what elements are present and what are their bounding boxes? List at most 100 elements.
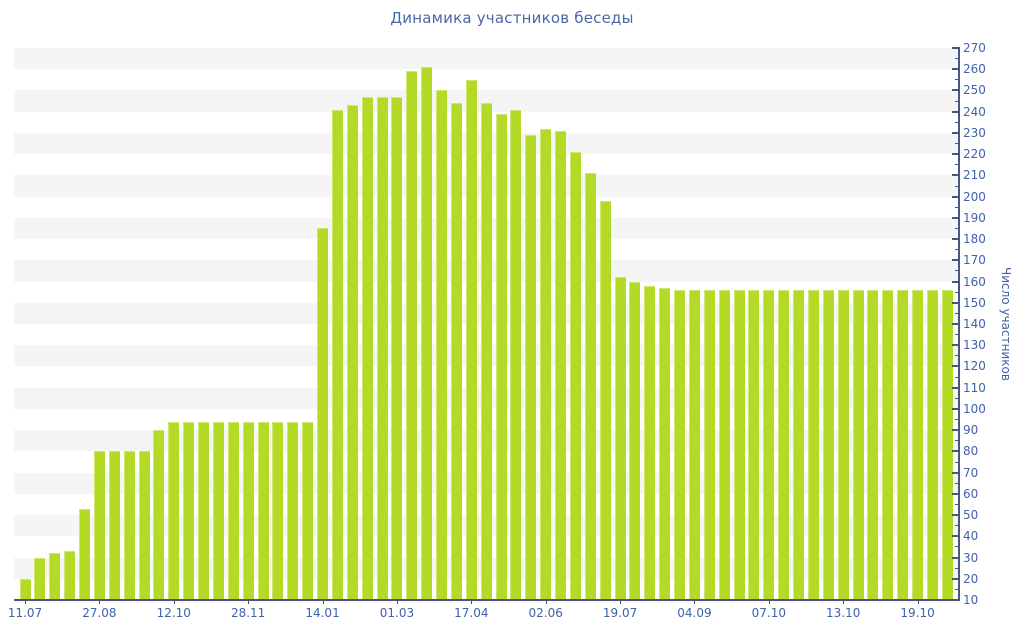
bar[interactable] bbox=[376, 96, 388, 600]
bar[interactable] bbox=[168, 421, 180, 600]
bar[interactable] bbox=[361, 96, 373, 600]
bar[interactable] bbox=[421, 67, 433, 600]
bar[interactable] bbox=[257, 421, 269, 600]
y-tick bbox=[952, 407, 958, 410]
y-tick bbox=[952, 301, 958, 304]
y-tick-label: 110 bbox=[963, 380, 986, 395]
y-tick-label: 270 bbox=[963, 41, 986, 55]
bar[interactable] bbox=[198, 421, 210, 600]
bar[interactable] bbox=[242, 421, 254, 600]
x-tick-label: 02.06 bbox=[528, 606, 563, 620]
bar[interactable] bbox=[674, 290, 686, 600]
y-tick-label: 130 bbox=[963, 338, 986, 353]
y-tick-label: 30 bbox=[963, 550, 979, 565]
y-tick-label: 100 bbox=[963, 401, 986, 416]
bar[interactable] bbox=[867, 290, 879, 600]
y-tick bbox=[952, 195, 958, 198]
bar[interactable] bbox=[599, 200, 611, 600]
x-tick-label: 04.09 bbox=[677, 606, 712, 620]
bar[interactable] bbox=[688, 290, 700, 600]
bar[interactable] bbox=[19, 578, 31, 600]
bar[interactable] bbox=[331, 109, 343, 600]
y-tick bbox=[952, 280, 958, 283]
bar[interactable] bbox=[183, 421, 195, 600]
y-tick-label: 190 bbox=[963, 210, 986, 225]
y-tick bbox=[952, 68, 958, 71]
bar[interactable] bbox=[807, 290, 819, 600]
bar[interactable] bbox=[480, 103, 492, 600]
y-tick bbox=[952, 323, 958, 325]
bar[interactable] bbox=[733, 290, 745, 600]
bar[interactable] bbox=[882, 290, 894, 600]
y-tick-label: 140 bbox=[963, 317, 986, 331]
y-tick bbox=[952, 599, 958, 601]
y-tick-label: 230 bbox=[963, 125, 986, 140]
y-tick bbox=[955, 121, 958, 123]
bar[interactable] bbox=[525, 135, 537, 600]
y-tick-label: 240 bbox=[963, 104, 986, 119]
x-tick-label: 07.10 bbox=[751, 606, 787, 620]
bar[interactable] bbox=[212, 421, 224, 600]
bar[interactable] bbox=[465, 79, 477, 600]
bar[interactable] bbox=[748, 290, 760, 600]
bar[interactable] bbox=[644, 285, 656, 600]
x-tick bbox=[173, 600, 175, 604]
x-tick-label: 13.10 bbox=[826, 606, 861, 620]
bar[interactable] bbox=[510, 109, 522, 600]
bar[interactable] bbox=[822, 290, 834, 600]
bar[interactable] bbox=[287, 421, 299, 600]
y-tick bbox=[955, 482, 958, 484]
bar[interactable] bbox=[926, 290, 938, 600]
bar[interactable] bbox=[406, 71, 418, 600]
bar[interactable] bbox=[584, 173, 596, 600]
bar[interactable] bbox=[718, 290, 730, 600]
bar[interactable] bbox=[703, 290, 715, 600]
bar[interactable] bbox=[153, 430, 165, 600]
bar[interactable] bbox=[837, 290, 849, 600]
y-tick-label: 20 bbox=[963, 571, 979, 586]
bar[interactable] bbox=[450, 103, 462, 600]
x-tick bbox=[917, 600, 919, 604]
bar[interactable] bbox=[793, 290, 805, 600]
bar[interactable] bbox=[941, 290, 953, 600]
bar[interactable] bbox=[540, 128, 552, 600]
bar[interactable] bbox=[79, 508, 90, 600]
bar[interactable] bbox=[778, 290, 790, 600]
bar[interactable] bbox=[569, 152, 581, 600]
bar[interactable] bbox=[272, 421, 284, 600]
bar[interactable] bbox=[227, 421, 239, 600]
bar[interactable] bbox=[912, 290, 924, 600]
y-tick bbox=[955, 461, 958, 463]
bar[interactable] bbox=[123, 451, 135, 600]
bar[interactable] bbox=[897, 290, 909, 600]
bar[interactable] bbox=[629, 281, 641, 600]
y-tick-label: 10 bbox=[963, 593, 979, 607]
bar[interactable] bbox=[108, 451, 120, 600]
y-tick-label: 160 bbox=[963, 274, 986, 289]
y-axis-line bbox=[958, 47, 960, 601]
bar[interactable] bbox=[555, 130, 567, 600]
bar[interactable] bbox=[436, 90, 448, 600]
y-tick-label: 40 bbox=[963, 529, 979, 544]
bar[interactable] bbox=[64, 551, 76, 600]
bar[interactable] bbox=[614, 277, 626, 600]
y-tick bbox=[952, 471, 958, 474]
bar[interactable] bbox=[138, 451, 150, 600]
bar[interactable] bbox=[34, 557, 46, 600]
bar[interactable] bbox=[763, 290, 775, 600]
y-tick-label: 260 bbox=[963, 62, 986, 77]
bar[interactable] bbox=[659, 287, 671, 600]
y-tick bbox=[955, 376, 958, 378]
bar[interactable] bbox=[49, 553, 61, 600]
bar[interactable] bbox=[302, 421, 314, 600]
bar[interactable] bbox=[852, 290, 864, 600]
bar[interactable] bbox=[93, 451, 105, 600]
y-tick bbox=[955, 100, 958, 102]
y-tick-label: 120 bbox=[963, 359, 986, 374]
bar[interactable] bbox=[346, 105, 358, 600]
bar[interactable] bbox=[317, 228, 329, 600]
bar[interactable] bbox=[495, 113, 507, 600]
bar[interactable] bbox=[391, 96, 403, 600]
